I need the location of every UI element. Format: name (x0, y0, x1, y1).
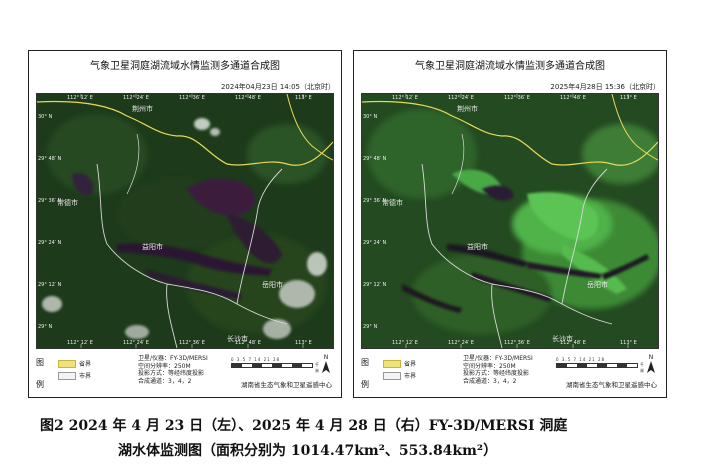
legend-city: 市界 (58, 371, 91, 380)
lat-tick: 30° N (363, 114, 378, 120)
lat-tick: 29° 36′ N (38, 198, 62, 204)
city-label-changde: 常德市 (382, 199, 403, 207)
sensor-info: 卫星/仪器：FY-3D/MERSI 空间分辨率：250M 投影方式：等经纬度投影… (138, 355, 208, 385)
city-label-jingzhou: 荆州市 (132, 105, 153, 113)
scale-bar: 0 3.5 7 14 21 28 千米 (556, 357, 644, 373)
lon-tick: 113° E (295, 95, 312, 101)
lon-tick: 112° 24′ E (123, 95, 149, 101)
lat-tick: 29° N (363, 324, 378, 330)
city-label-yueyang: 岳阳市 (587, 281, 608, 289)
org-label: 湖南省生态气象和卫星遥感中心 (241, 381, 332, 389)
city-swatch (383, 371, 401, 380)
city-label-yueyang: 岳阳市 (262, 281, 283, 289)
satellite-image (37, 94, 333, 348)
panel-timestamp: 2025年4月28日 15:36（北京时） (550, 83, 660, 91)
province-swatch (383, 359, 401, 368)
panel-title: 气象卫星洞庭湖流域水情监测多通道合成图 (90, 61, 280, 72)
lon-tick-bottom: 112° 24′ E (448, 340, 474, 346)
city-label-yiyang: 益阳市 (467, 243, 488, 251)
lon-tick-bottom: 113° E (620, 340, 637, 346)
lon-tick: 112° 24′ E (448, 95, 474, 101)
lat-tick: 29° 24′ N (38, 240, 62, 246)
sensor-info: 卫星/仪器：FY-3D/MERSI 空间分辨率：250M 投影方式：等经纬度投影… (463, 355, 533, 385)
panel-timestamp: 2024年04月23日 14:05（北京时） (220, 83, 335, 91)
north-arrow-icon: N (645, 354, 657, 376)
legend-province: 省界 (383, 359, 416, 368)
caption-line-2: 湖水体监测图（面积分别为 1014.47km²、553.84km²） (118, 443, 498, 459)
satellite-image-2024: 112° 12′ E 112° 24′ E 112° 36′ E 112° 48… (36, 93, 334, 349)
lon-tick: 113° E (620, 95, 637, 101)
lon-tick-bottom: 112° 24′ E (123, 340, 149, 346)
city-label-jingzhou: 荆州市 (457, 105, 478, 113)
city-label-yiyang: 益阳市 (142, 243, 163, 251)
satellite-image (362, 94, 658, 348)
legend-city: 市界 (383, 371, 416, 380)
lon-tick: 112° 48′ E (560, 95, 586, 101)
lon-tick-bottom: 112° 48′ E (560, 340, 586, 346)
org-label: 湖南省生态气象和卫星遥感中心 (566, 381, 657, 389)
legend-title-top: 图 (361, 358, 369, 367)
north-arrow-icon: N (320, 354, 332, 376)
caption-line-1: 图2 2024 年 4 月 23 日（左）、2025 年 4 月 28 日（右）… (40, 418, 568, 434)
city-label-changde: 常德市 (57, 199, 78, 207)
lat-tick: 29° 24′ N (363, 240, 387, 246)
lat-tick: 30° N (38, 114, 53, 120)
lat-tick: 29° 36′ N (363, 198, 387, 204)
legend-title-bottom: 例 (361, 380, 369, 389)
province-swatch (58, 359, 76, 368)
lon-tick: 112° 36′ E (179, 95, 205, 101)
lon-tick-bottom: 113° E (295, 340, 312, 346)
lat-tick: 29° 48′ N (363, 156, 387, 162)
lon-tick-bottom: 112° 48′ E (235, 340, 261, 346)
scale-bar: 0 3.5 7 14 21 28 千米 (231, 357, 319, 373)
lon-tick-bottom: 112° 36′ E (504, 340, 530, 346)
satellite-image-2025: 112° 12′ E 112° 24′ E 112° 36′ E 112° 48… (361, 93, 659, 349)
lon-tick-bottom: 112° 36′ E (179, 340, 205, 346)
map-legend: 图 例 省界 市界 卫星/仪器：FY-3D/MERSI 空间分辨率：250M 投… (36, 353, 334, 395)
map-legend: 图 例 省界 市界 卫星/仪器：FY-3D/MERSI 空间分辨率：250M 投… (361, 353, 659, 395)
lon-tick: 112° 12′ E (67, 95, 93, 101)
legend-title-top: 图 (36, 358, 44, 367)
city-label-changsha: 长沙市 (227, 335, 248, 343)
lat-tick: 29° 12′ N (38, 282, 62, 288)
legend-province: 省界 (58, 359, 91, 368)
map-panel-2024: 气象卫星洞庭湖流域水情监测多通道合成图 2024年04月23日 14:05（北京… (28, 50, 342, 398)
city-label-changsha: 长沙市 (552, 335, 573, 343)
lon-tick-bottom: 112° 12′ E (392, 340, 418, 346)
lon-tick: 112° 48′ E (235, 95, 261, 101)
lat-tick: 29° N (38, 324, 53, 330)
lon-tick: 112° 12′ E (392, 95, 418, 101)
map-panel-2025: 气象卫星洞庭湖流域水情监测多通道合成图 2025年4月28日 15:36（北京时… (353, 50, 667, 398)
legend-title-bottom: 例 (36, 380, 44, 389)
lon-tick-bottom: 112° 12′ E (67, 340, 93, 346)
lon-tick: 112° 36′ E (504, 95, 530, 101)
lat-tick: 29° 48′ N (38, 156, 62, 162)
city-swatch (58, 371, 76, 380)
lat-tick: 29° 12′ N (363, 282, 387, 288)
panel-title: 气象卫星洞庭湖流域水情监测多通道合成图 (415, 61, 605, 72)
